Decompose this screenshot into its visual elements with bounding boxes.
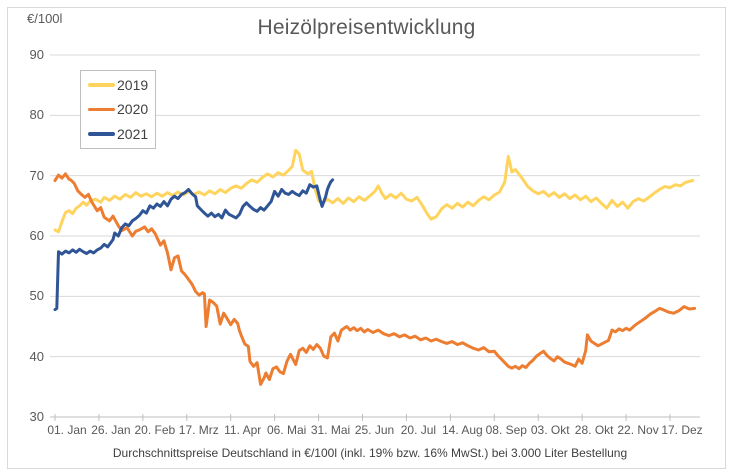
y-tick-label: 90 <box>29 47 44 62</box>
chart-caption: Durchschnittspreise Deutschland in €/100… <box>112 446 628 460</box>
legend-line-swatch <box>88 107 115 112</box>
legend-item-2020: 2020 <box>88 101 155 117</box>
y-tick-label: 70 <box>29 167 44 183</box>
y-tick-label: 30 <box>29 409 44 424</box>
legend-item-label: 2019 <box>117 77 149 94</box>
x-tick-label: 03. Okt <box>530 423 570 437</box>
x-tick-label: 25. Jun <box>354 423 395 437</box>
x-tick-label: 06. Mai <box>266 423 307 437</box>
x-tick-label: 11. Apr <box>224 423 262 437</box>
legend-item-label: 2020 <box>117 101 149 118</box>
legend-line-swatch <box>88 83 115 87</box>
x-tick-label: 20. Jul <box>400 423 437 437</box>
x-tick-label: 31. Mai <box>310 423 351 437</box>
legend-item-2021: 2021 <box>88 126 155 142</box>
legend-item-2019: 2019 <box>88 77 155 93</box>
x-tick-label: 08. Sep <box>485 423 527 437</box>
x-tick-label: 14. Aug <box>441 423 483 437</box>
legend-item-label: 2021 <box>117 125 149 142</box>
chart-title: Heizölpreisentwicklung <box>257 16 476 39</box>
y-tick-label: 60 <box>29 228 44 243</box>
legend: 2019 2020 2021 <box>80 70 156 149</box>
x-tick-label: 22. Nov <box>617 423 659 437</box>
x-tick-label: 20. Feb <box>134 423 176 437</box>
y-tick-label: 40 <box>29 348 44 364</box>
x-tick-label: 28. Okt <box>574 423 614 437</box>
series-line-2021 <box>53 178 335 312</box>
x-tick-label: 26. Jan <box>91 423 131 437</box>
series-line-2019 <box>53 148 695 234</box>
x-tick-label: 01. Jan <box>47 423 87 437</box>
y-tick-label: 50 <box>29 288 44 304</box>
y-tick-label: 80 <box>29 107 44 123</box>
y-axis-unit-label: €/100l <box>27 11 63 26</box>
legend-line-swatch <box>88 132 115 136</box>
x-tick-label: 17. Mrz <box>178 423 219 437</box>
series-line-2020 <box>53 172 697 386</box>
x-tick-label: 17. Dez <box>661 423 703 437</box>
